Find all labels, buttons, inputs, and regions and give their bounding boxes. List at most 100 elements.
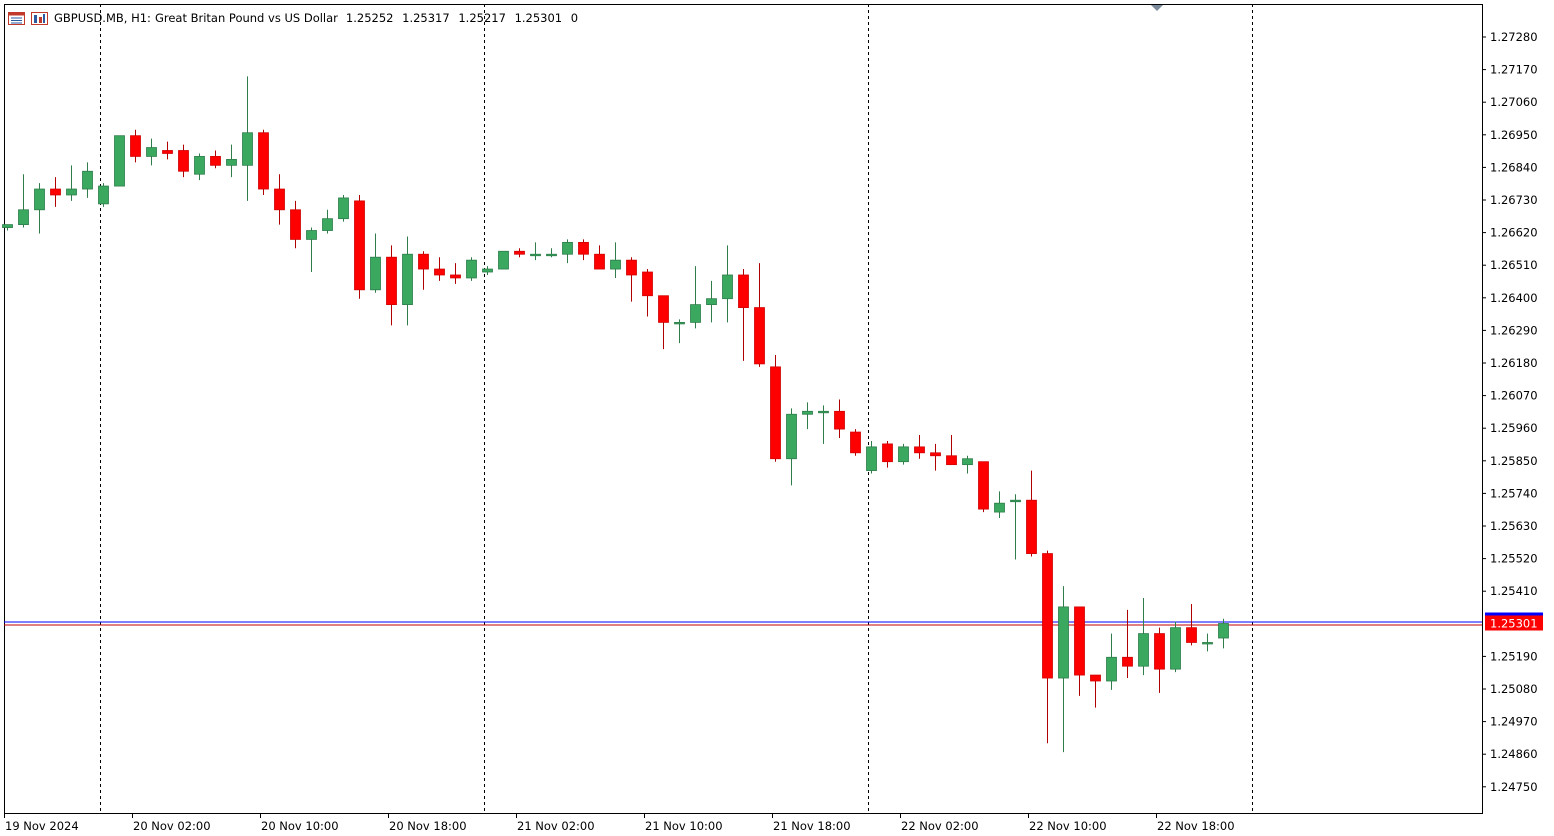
candle-body[interactable] xyxy=(1218,623,1229,639)
candle-body[interactable] xyxy=(242,132,253,166)
x-tick-label: 19 Nov 2024 xyxy=(5,819,79,833)
x-tick-label: 21 Nov 18:00 xyxy=(773,819,851,833)
candle-body[interactable] xyxy=(850,431,861,454)
y-tick-label: 1.26180 xyxy=(1490,356,1538,370)
candle-body[interactable] xyxy=(498,250,509,270)
candle-body[interactable] xyxy=(722,274,733,300)
candle-body[interactable] xyxy=(466,259,477,279)
current-price-label: 1.25301 xyxy=(1485,612,1543,631)
candle-body[interactable] xyxy=(210,156,221,166)
candle-body[interactable] xyxy=(1122,656,1133,667)
candle-body[interactable] xyxy=(1090,674,1101,682)
candle-body[interactable] xyxy=(50,188,61,196)
candle-body[interactable] xyxy=(946,455,957,466)
symbol-label: GBPUSD.MB, H1: xyxy=(54,11,151,25)
candle-body[interactable] xyxy=(34,188,45,211)
candle-body[interactable] xyxy=(354,200,365,291)
candle-body[interactable] xyxy=(994,502,1005,513)
candle-body[interactable] xyxy=(754,307,765,365)
candle-body[interactable] xyxy=(914,446,925,454)
candle-body[interactable] xyxy=(1010,499,1021,503)
y-tick-label: 1.25850 xyxy=(1490,454,1538,468)
y-tick-label: 1.25630 xyxy=(1490,519,1538,533)
chart-type-icon[interactable] xyxy=(31,11,48,25)
candle-body[interactable] xyxy=(1170,627,1181,670)
candle-body[interactable] xyxy=(594,253,605,270)
candle-body[interactable] xyxy=(162,150,173,154)
candle-body[interactable] xyxy=(658,295,669,323)
candle-body[interactable] xyxy=(562,241,573,255)
y-tick-label: 1.25410 xyxy=(1490,584,1538,598)
candle-body[interactable] xyxy=(738,274,749,308)
candle-body[interactable] xyxy=(418,253,429,270)
candle-body[interactable] xyxy=(194,156,205,175)
candle-body[interactable] xyxy=(18,209,29,225)
candle-body[interactable] xyxy=(642,271,653,297)
candle-body[interactable] xyxy=(1202,642,1213,645)
shift-marker[interactable] xyxy=(1151,5,1163,11)
candle-body[interactable] xyxy=(546,253,557,257)
candle-body[interactable] xyxy=(274,188,285,211)
candle-body[interactable] xyxy=(866,446,877,471)
y-tick-label: 1.26400 xyxy=(1490,291,1538,305)
y-tick-label: 1.25190 xyxy=(1490,649,1538,663)
candle-body[interactable] xyxy=(770,366,781,460)
candle-body[interactable] xyxy=(1074,606,1085,676)
candle-body[interactable] xyxy=(322,218,333,231)
candle-body[interactable] xyxy=(450,274,461,279)
candle-body[interactable] xyxy=(626,259,637,276)
candle-body[interactable] xyxy=(1058,606,1069,679)
candle-body[interactable] xyxy=(82,170,93,190)
ohlc-readout: 1.25252 1.25317 1.25217 1.25301 0 xyxy=(346,11,583,25)
price-label-text: 1.25301 xyxy=(1490,617,1538,631)
y-tick-label: 1.24970 xyxy=(1490,715,1538,729)
candle-body[interactable] xyxy=(130,135,141,157)
candle-body[interactable] xyxy=(226,158,237,166)
y-tick-label: 1.26290 xyxy=(1490,323,1538,337)
candle-body[interactable] xyxy=(962,458,973,466)
y-tick-label: 1.25520 xyxy=(1490,552,1538,566)
candle-body[interactable] xyxy=(434,268,445,276)
candle-body[interactable] xyxy=(1106,656,1117,682)
candle-body[interactable] xyxy=(978,461,989,510)
candle-body[interactable] xyxy=(114,135,125,187)
candle-body[interactable] xyxy=(1138,633,1149,667)
candle-body[interactable] xyxy=(802,410,813,415)
candle-body[interactable] xyxy=(66,188,77,196)
candle-body[interactable] xyxy=(98,185,109,205)
candle-body[interactable] xyxy=(834,410,845,430)
candle-body[interactable] xyxy=(306,230,317,240)
candle-body[interactable] xyxy=(386,256,397,306)
candle-body[interactable] xyxy=(258,132,269,190)
candle-body[interactable] xyxy=(402,253,413,306)
candle-body[interactable] xyxy=(1042,553,1053,679)
candle-body[interactable] xyxy=(674,321,685,325)
x-tick-label: 20 Nov 18:00 xyxy=(389,819,467,833)
candle-body[interactable] xyxy=(786,413,797,460)
candle-body[interactable] xyxy=(690,304,701,323)
candle-body[interactable] xyxy=(1154,633,1165,670)
candle-body[interactable] xyxy=(370,256,381,291)
candle-body[interactable] xyxy=(290,209,301,240)
candle-body[interactable] xyxy=(530,253,541,257)
candle-body[interactable] xyxy=(818,410,829,414)
candle-body[interactable] xyxy=(1186,627,1197,643)
candle-body[interactable] xyxy=(610,259,621,270)
candle-body[interactable] xyxy=(146,147,157,157)
candle-body[interactable] xyxy=(2,224,13,228)
candle-body[interactable] xyxy=(338,197,349,220)
candle-body[interactable] xyxy=(930,452,941,457)
candle-body[interactable] xyxy=(578,241,589,255)
candle-body[interactable] xyxy=(514,250,525,255)
y-tick-label: 1.26730 xyxy=(1490,193,1538,207)
candle-body[interactable] xyxy=(1026,499,1037,554)
candle-body[interactable] xyxy=(706,298,717,306)
y-tick-label: 1.25080 xyxy=(1490,682,1538,696)
candle-body[interactable] xyxy=(482,268,493,273)
candle-body[interactable] xyxy=(882,443,893,463)
price-label-box xyxy=(1485,615,1543,631)
chart-window-icon[interactable] xyxy=(8,11,25,25)
candle-body[interactable] xyxy=(178,150,189,172)
candle-body[interactable] xyxy=(898,446,909,463)
